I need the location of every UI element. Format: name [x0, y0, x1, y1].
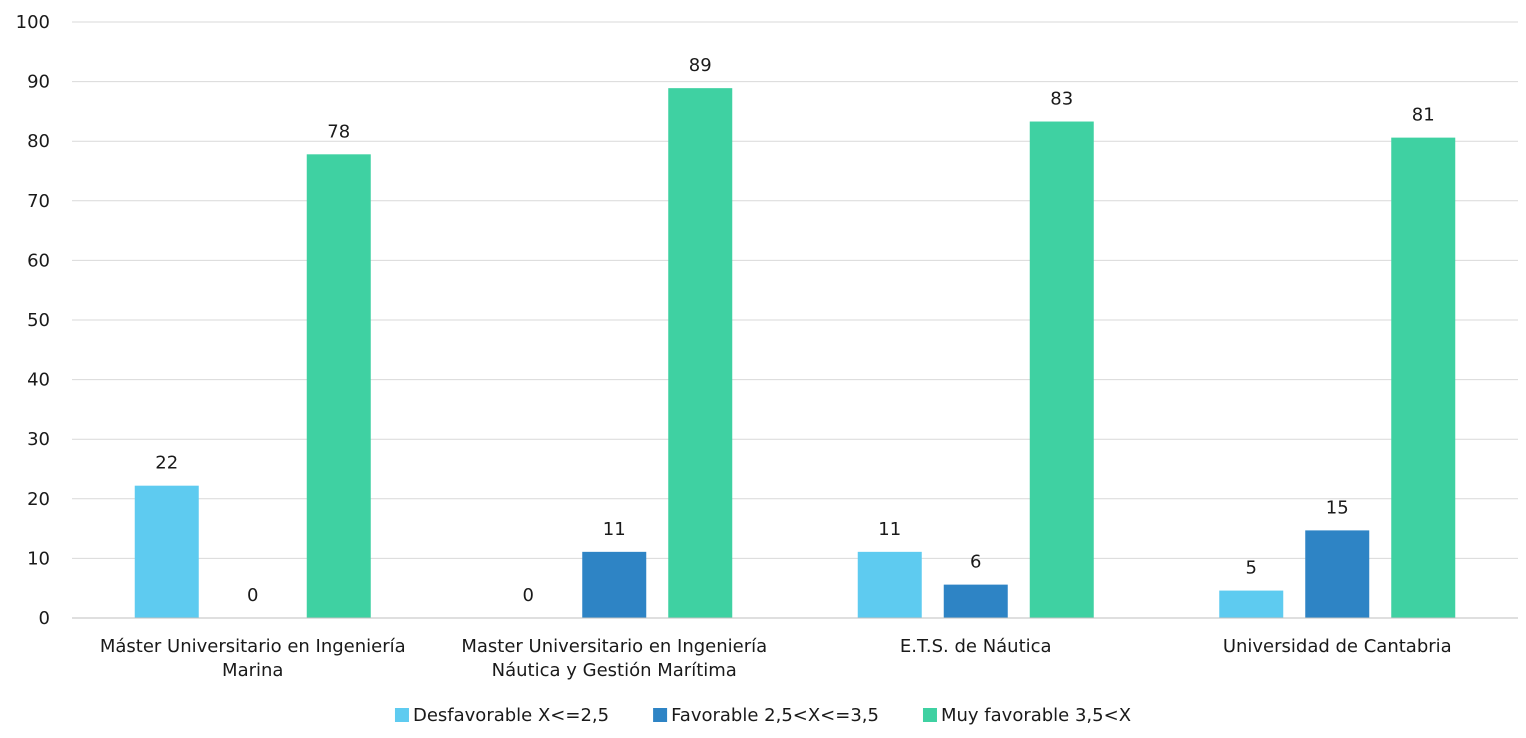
data-label: 11: [878, 519, 901, 540]
legend-label: Muy favorable 3,5<X: [941, 705, 1131, 726]
bar: [1029, 121, 1094, 619]
x-category-label-line: Náutica y Gestión Marítima: [492, 660, 737, 681]
y-tick-label: 40: [27, 370, 50, 391]
y-tick-label: 50: [27, 310, 50, 331]
legend: Desfavorable X<=2,5 Favorable 2,5<X<=3,5 M…: [394, 705, 1131, 726]
y-tick-label: 100: [16, 12, 50, 33]
x-axis: Máster Universitario en Ingeniería Marina…: [72, 617, 1518, 681]
legend-swatch: [922, 708, 937, 722]
bar: [1305, 530, 1370, 618]
bar: [582, 551, 647, 618]
x-category-label: Universidad de Cantabria: [1223, 636, 1452, 657]
x-category-label-line: Universidad de Cantabria: [1223, 636, 1452, 657]
data-label: 83: [1050, 89, 1073, 110]
bar: [1219, 590, 1284, 618]
legend-swatch: [394, 708, 409, 722]
data-label: 5: [1246, 558, 1257, 579]
bars: [134, 88, 1456, 619]
y-tick-label: 90: [27, 72, 50, 93]
legend-label: Desfavorable X<=2,5: [413, 705, 609, 726]
y-tick-label: 60: [27, 250, 50, 271]
y-tick-label: 10: [27, 548, 50, 569]
bar: [943, 584, 1008, 618]
data-label: 6: [970, 552, 981, 573]
x-category-label-line: Marina: [222, 660, 283, 681]
data-label: 78: [327, 121, 350, 142]
y-tick-label: 20: [27, 489, 50, 510]
data-label: 0: [247, 585, 258, 606]
data-label: 15: [1326, 497, 1349, 518]
y-axis-tick-labels: 0 10 20 30 40 50 60 70 80 90 100: [16, 12, 50, 629]
data-labels: 22 0 78 0 11 89 11 6 83 5 15 81: [155, 55, 1434, 606]
x-category-label: Master Universitario en Ingeniería Náutic…: [461, 636, 767, 681]
legend-label: Favorable 2,5<X<=3,5: [671, 705, 879, 726]
legend-swatch: [653, 708, 668, 722]
x-category-label-line: Master Universitario en Ingeniería: [461, 636, 767, 657]
bar: [134, 485, 199, 618]
x-category-label-line: E.T.S. de Náutica: [900, 636, 1052, 657]
y-tick-label: 30: [27, 429, 50, 450]
y-tick-label: 0: [39, 608, 50, 629]
gridlines: [72, 21, 1518, 559]
y-tick-label: 80: [27, 131, 50, 152]
x-category-label-line: Máster Universitario en Ingeniería: [100, 636, 406, 657]
bar: [1391, 137, 1456, 618]
y-tick-label: 70: [27, 191, 50, 212]
data-label: 11: [603, 519, 626, 540]
bar: [857, 551, 922, 618]
data-label: 0: [523, 585, 534, 606]
x-category-label: Máster Universitario en Ingeniería Marina: [100, 636, 406, 681]
data-label: 81: [1412, 105, 1435, 126]
data-label: 89: [689, 55, 712, 76]
x-category-label: E.T.S. de Náutica: [900, 636, 1052, 657]
bar: [306, 154, 371, 618]
data-label: 22: [155, 453, 178, 474]
bar: [668, 88, 733, 618]
